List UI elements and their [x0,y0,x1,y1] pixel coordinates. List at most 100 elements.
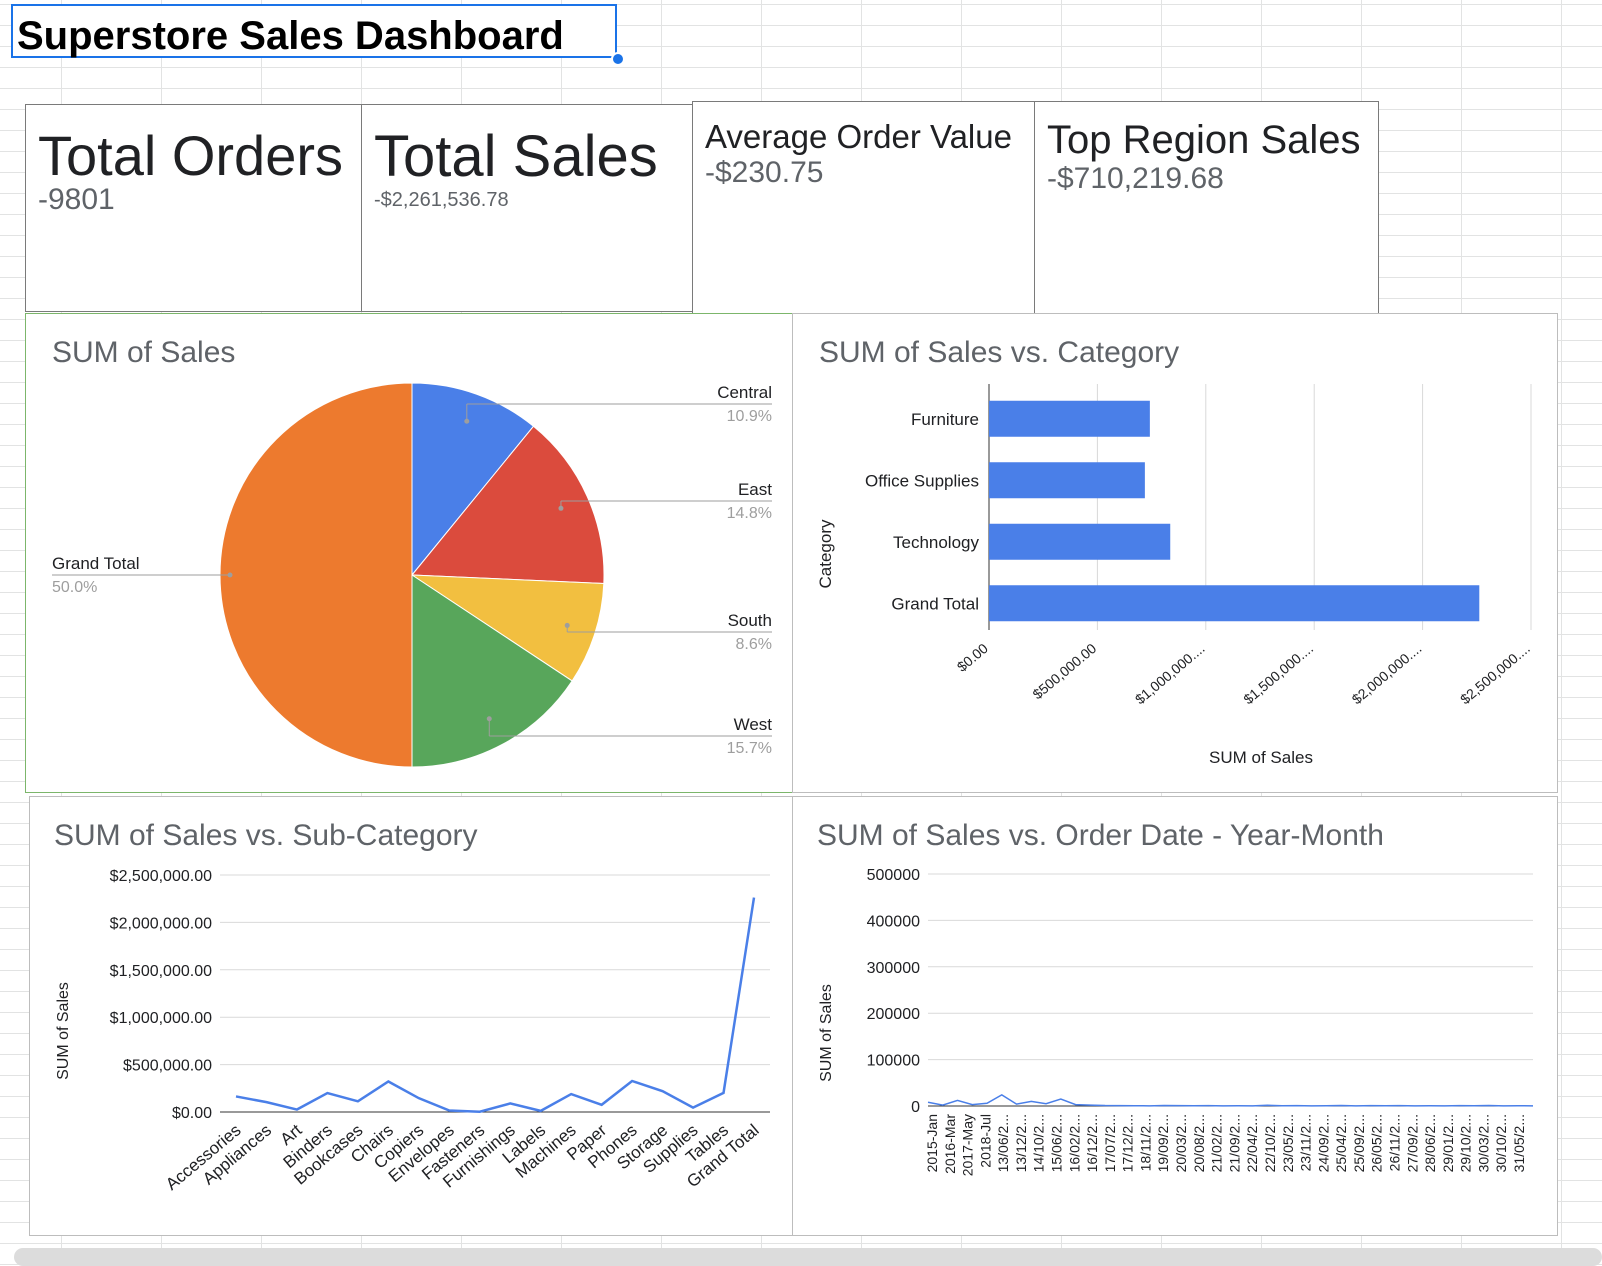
x-tick-label: 17/12/2... [1120,1114,1136,1172]
x-tick-label: 22/10/2... [1262,1114,1278,1172]
x-tick-label: 18/11/2... [1137,1114,1153,1171]
x-tick-label: 29/01/2... [1440,1114,1456,1172]
pie-slice [411,574,573,768]
x-tick-label: 26/05/2... [1369,1114,1385,1172]
x-tick-label: 20/08/2... [1191,1114,1207,1172]
x-tick-label: 16/12/2... [1084,1114,1100,1172]
x-tick-label: 28/06/2... [1422,1114,1438,1172]
category-label: Technology [893,533,980,552]
y-tick-label: 300000 [867,960,920,977]
chart-title: SUM of Sales vs. Sub-Category [54,819,478,852]
pie-slice [410,574,605,682]
x-tick-label: 21/02/2... [1209,1114,1225,1172]
x-tick-label: 13/06/2... [995,1114,1011,1172]
order-date-line-chart-panel[interactable]: SUM of Sales vs. Order Date - Year-Month… [792,796,1558,1236]
x-tick-label: 14/10/2... [1031,1114,1047,1172]
subcategory-line-chart-panel[interactable]: SUM of Sales vs. Sub-Category $0.00 $500,… [29,796,795,1236]
x-tick-label: $1,500,000.... [1240,640,1316,707]
kpi-label: Average Order Value [705,118,1012,155]
slice-label: Central [717,383,772,402]
x-tick-label: 26/11/2... [1386,1114,1402,1171]
slice-percent: 14.8% [727,505,772,522]
y-tick-label: $1,500,000.00 [110,963,212,980]
pie-slice [411,382,535,577]
horizontal-scrollbar[interactable] [14,1248,1602,1266]
slice-label: Grand Total [52,554,140,573]
x-tick-label: $0.00 [954,640,991,675]
y-tick-label: 200000 [867,1006,920,1023]
kpi-average-order-value[interactable]: Average Order Value -$230.75 [692,101,1036,316]
line-chart: $0.00 $500,000.00 $1,000,000.00 $1,500,000.… [55,868,770,1194]
y-tick-label: $1,000,000.00 [110,1010,212,1027]
x-axis-label: SUM of Sales [1209,748,1313,767]
dashboard-title: Superstore Sales Dashboard [17,14,564,58]
chart-title: SUM of Sales vs. Category [819,336,1180,369]
x-tick-label: 16/02/2... [1066,1114,1082,1172]
x-tick-label: 20/03/2... [1173,1114,1189,1172]
y-tick-label: 400000 [867,913,920,930]
dashboard-title-cell[interactable]: Superstore Sales Dashboard [11,4,617,58]
pie-chart: Central 10.9% East 14.8% South 8.6% West 15.7% G… [52,382,772,768]
slice-percent: 10.9% [727,408,772,425]
category-label: Office Supplies [865,471,979,490]
series-line [235,897,756,1113]
x-tick-label: 2016-Mar [942,1114,958,1174]
x-tick-label: $500,000.00 [1029,640,1099,702]
slice-label: South [728,611,772,630]
kpi-total-orders[interactable]: Total Orders -9801 [25,104,363,312]
chart-title: SUM of Sales vs. Order Date - Year-Month [817,819,1384,852]
kpi-label: Total Sales [374,124,658,189]
x-tick-label: 21/09/2... [1226,1114,1242,1172]
y-axis-label: SUM of Sales [818,984,835,1082]
x-tick-label: 30/03/2... [1475,1114,1491,1172]
x-tick-label: 13/12/2... [1013,1114,1029,1172]
x-tick-label: 23/11/2... [1298,1114,1314,1171]
y-tick-label: 100000 [867,1053,920,1070]
slice-percent: 50.0% [52,579,97,596]
y-axis-label: Category [816,519,835,588]
slice-percent: 8.6% [736,636,772,653]
bar [989,523,1171,560]
x-tick-label: 2017-May [960,1114,976,1176]
x-tick-label: 23/05/2... [1280,1114,1296,1172]
x-tick-label: 2015-Jan [924,1114,940,1172]
kpi-total-sales[interactable]: Total Sales -$2,261,536.78 [361,104,694,312]
slice-label: East [738,480,772,499]
kpi-value: -$2,261,536.78 [374,189,509,211]
x-tick-label: 27/09/2... [1404,1114,1420,1172]
bar [989,462,1145,499]
x-tick-label: 29/10/2... [1458,1114,1474,1172]
series-line [927,1093,1534,1107]
y-tick-label: $2,500,000.00 [110,868,212,885]
x-tick-label: 17/07/2... [1102,1114,1118,1172]
x-tick-label: 22/04/2... [1244,1114,1260,1172]
y-tick-label: 0 [911,1099,920,1116]
x-tick-label: $2,000,000.... [1349,640,1425,707]
bar [989,585,1480,622]
x-tick-label: 24/09/2... [1315,1114,1331,1172]
x-tick-label: 25/09/2... [1351,1114,1367,1172]
kpi-value: -$230.75 [705,156,824,189]
y-tick-label: $0.00 [172,1105,212,1122]
pie-chart-panel[interactable]: SUM of Sales Central 10.9% East 14.8% South 8… [25,313,795,793]
chart-title: SUM of Sales [52,336,236,369]
y-tick-label: $500,000.00 [123,1058,212,1075]
x-tick-label: 30/10/2... [1493,1114,1509,1172]
bar-chart: $0.00 $500,000.00 $1,000,000.... $1,500,000… [816,384,1533,767]
selection-handle[interactable] [611,52,625,66]
y-tick-label: $2,000,000.00 [110,915,212,932]
x-tick-label: 19/09/2... [1155,1114,1171,1172]
pie-slice [219,382,413,768]
slice-percent: 15.7% [727,740,772,757]
x-tick-label: 15/06/2... [1049,1114,1065,1172]
pie-slice [410,425,605,584]
bar [989,400,1150,437]
kpi-value: -$710,219.68 [1047,162,1224,195]
kpi-label: Top Region Sales [1047,118,1361,162]
category-label: Grand Total [891,594,979,613]
category-label: Furniture [911,410,979,429]
kpi-top-region-sales[interactable]: Top Region Sales -$710,219.68 [1034,101,1379,316]
category-bar-chart-panel[interactable]: SUM of Sales vs. Category $0.00 $500,000.… [792,313,1558,793]
y-axis-label: SUM of Sales [55,982,72,1080]
